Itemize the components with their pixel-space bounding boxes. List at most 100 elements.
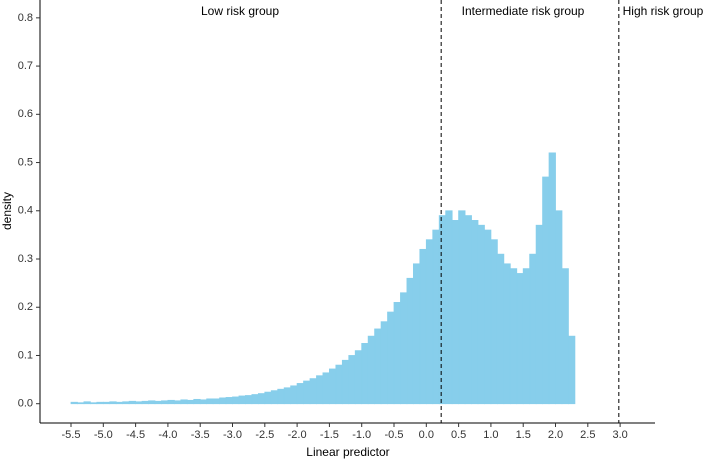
histogram-bar (445, 210, 453, 405)
histogram-bar (393, 302, 401, 405)
histogram-bar (464, 215, 472, 405)
histogram-bar (348, 355, 356, 405)
y-tick-label: 0.3 (18, 253, 33, 265)
x-tick-label: 0.0 (419, 429, 434, 441)
histogram-bar (516, 273, 524, 405)
histogram-bar (509, 268, 518, 405)
histogram-bar (374, 328, 382, 405)
histogram-bar (367, 335, 376, 405)
histogram-bar (154, 400, 162, 405)
annotation: High risk group (623, 4, 704, 18)
histogram-bar (548, 152, 556, 405)
histogram-bar (257, 393, 266, 405)
histogram-bar (232, 396, 240, 405)
y-tick-label: 0.5 (18, 156, 33, 168)
x-tick-label: 1.5 (516, 429, 531, 441)
x-tick-label: -2.5 (255, 429, 274, 441)
annotation: Low risk group (201, 4, 279, 18)
x-tick-label: -2.0 (288, 429, 307, 441)
y-tick-label: 0.1 (18, 349, 33, 361)
histogram-bar (529, 253, 537, 405)
histogram-bar (329, 368, 337, 405)
histogram-bar (400, 292, 408, 405)
y-tick-label: 0.7 (18, 60, 33, 72)
y-axis-title: density (0, 192, 14, 230)
histogram-bar (419, 248, 427, 405)
histogram-bar (438, 215, 447, 405)
histogram-bar (354, 350, 363, 405)
y-tick-label: 0.0 (18, 398, 33, 410)
histogram-bar (141, 400, 149, 405)
histogram-bar (484, 229, 492, 405)
x-tick-label: -3.0 (223, 429, 242, 441)
histogram-bar (341, 359, 350, 405)
histogram-bar (387, 311, 395, 405)
histogram-bar (568, 335, 576, 405)
x-tick-label: -3.5 (191, 429, 210, 441)
x-axis-title: Linear predictor (306, 445, 389, 459)
x-tick-label: -4.0 (158, 429, 177, 441)
histogram-bar (122, 401, 130, 405)
histogram-bar (458, 210, 466, 405)
histogram-bar (161, 400, 169, 405)
histogram-bar (70, 401, 78, 405)
annotation: Intermediate risk group (462, 4, 585, 18)
histogram-bar (173, 400, 182, 405)
x-tick-label: -0.5 (385, 429, 404, 441)
x-tick-label: 3.0 (612, 429, 627, 441)
histogram-bar (89, 402, 98, 405)
histogram-bar (542, 176, 550, 405)
histogram-bar (303, 380, 311, 405)
histogram-bar (277, 388, 285, 405)
x-tick-label: -4.5 (126, 429, 145, 441)
y-tick-label: 0.8 (18, 12, 33, 24)
histogram-bar (128, 400, 137, 405)
histogram-bar (212, 398, 220, 405)
histogram-bar (109, 401, 117, 405)
histogram-bar (425, 239, 434, 405)
y-tick-label: 0.2 (18, 301, 33, 313)
histogram-bar (193, 398, 201, 405)
x-tick-label: -5.5 (62, 429, 81, 441)
histogram-bar (309, 378, 317, 405)
histogram-bar (135, 401, 143, 405)
x-tick-label: 0.5 (451, 429, 466, 441)
histogram-bar (535, 224, 543, 405)
histogram-bar (238, 395, 246, 405)
x-tick-label: 2.0 (548, 429, 563, 441)
histogram-bar (77, 402, 85, 405)
histogram-bar (83, 401, 91, 405)
histogram-bar (148, 400, 156, 405)
x-tick-label: 1.0 (483, 429, 498, 441)
histogram-bar (186, 399, 195, 405)
histogram-bar (245, 395, 253, 405)
histogram-bar (522, 268, 531, 405)
y-tick-label: 0.6 (18, 108, 33, 120)
histogram-bar (503, 263, 511, 405)
histogram-bar (471, 220, 479, 405)
histogram-bar (283, 387, 292, 405)
histogram-bar (199, 399, 208, 405)
histogram-bar (496, 253, 505, 405)
histogram-bar (206, 398, 214, 405)
histogram-bar (412, 263, 421, 405)
histogram-bar (167, 399, 175, 405)
histogram-bar (490, 239, 498, 405)
histogram-bar (555, 210, 563, 405)
histogram-bar (380, 321, 388, 405)
histogram-bar (361, 343, 369, 405)
histogram-bar (115, 401, 124, 405)
histogram-bar (290, 385, 298, 405)
x-tick-label: -1.0 (352, 429, 371, 441)
histogram-bar (270, 390, 279, 405)
histogram-bar (219, 397, 227, 405)
x-tick-label: -1.5 (320, 429, 339, 441)
histogram-bar (322, 372, 330, 405)
histogram-bar (102, 401, 111, 405)
histogram-bar (561, 268, 569, 405)
histogram-bar (335, 364, 343, 405)
histogram-bar (296, 383, 304, 405)
histogram-bar (96, 401, 104, 405)
x-tick-label: 2.5 (580, 429, 595, 441)
histogram-bar (225, 397, 233, 405)
